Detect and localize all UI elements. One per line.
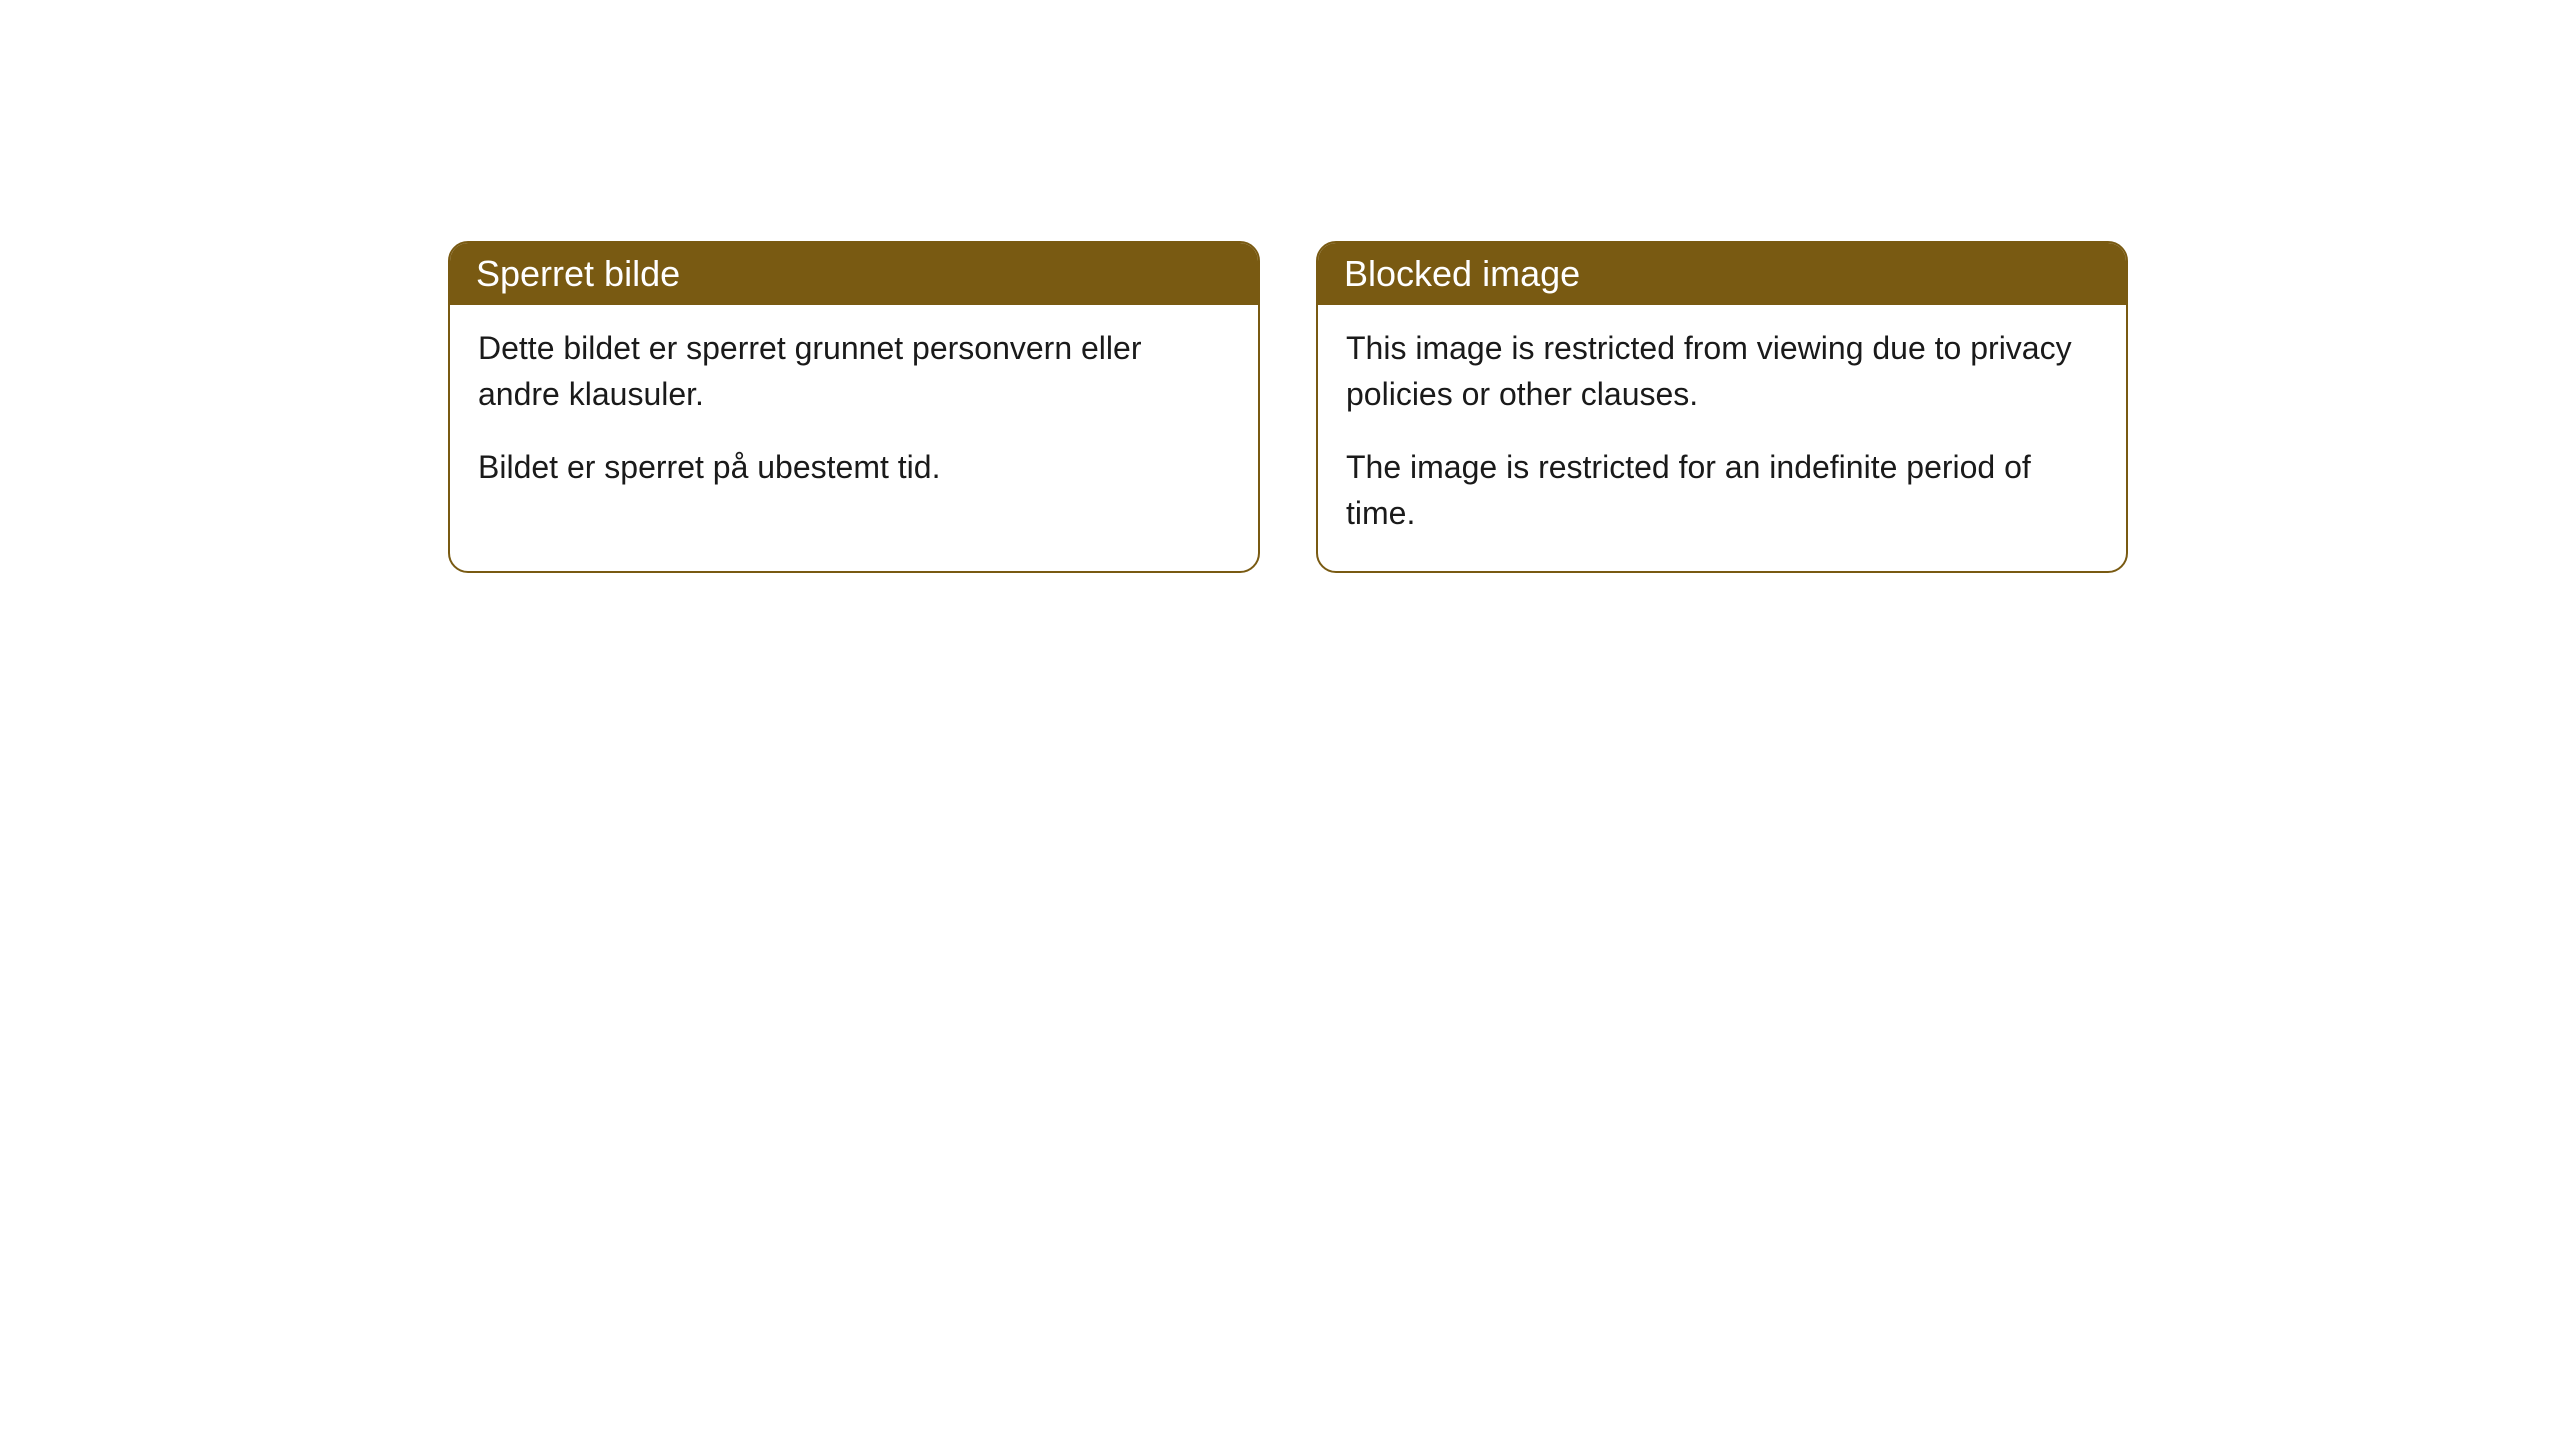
card-title: Blocked image (1344, 253, 1580, 294)
blocked-image-card-norwegian: Sperret bilde Dette bildet er sperret gr… (448, 241, 1260, 573)
card-body: This image is restricted from viewing du… (1318, 305, 2126, 571)
card-header: Blocked image (1318, 243, 2126, 305)
card-paragraph: Bildet er sperret på ubestemt tid. (478, 444, 1230, 490)
card-body: Dette bildet er sperret grunnet personve… (450, 305, 1258, 524)
notice-cards-container: Sperret bilde Dette bildet er sperret gr… (448, 241, 2128, 573)
card-header: Sperret bilde (450, 243, 1258, 305)
blocked-image-card-english: Blocked image This image is restricted f… (1316, 241, 2128, 573)
card-paragraph: Dette bildet er sperret grunnet personve… (478, 325, 1230, 418)
card-paragraph: The image is restricted for an indefinit… (1346, 444, 2098, 537)
card-paragraph: This image is restricted from viewing du… (1346, 325, 2098, 418)
card-title: Sperret bilde (476, 253, 680, 294)
